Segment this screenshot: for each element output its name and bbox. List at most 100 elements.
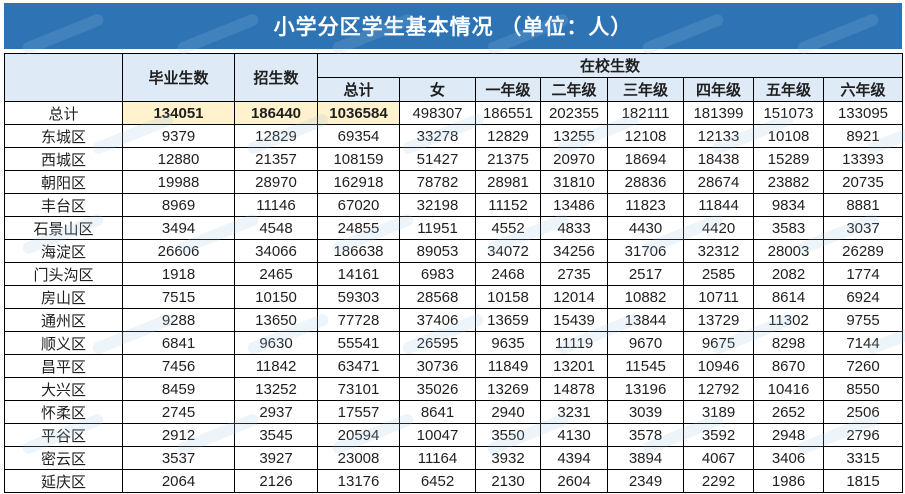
cell: 4394 <box>540 446 608 470</box>
sub-header: 女 <box>399 77 476 102</box>
student-stats-table: 毕业生数 招生数 在校生数 总计女一年级 二年级 三年级 四年级 五年级 六年级 总计 13405… <box>4 53 904 493</box>
cell: 3537 <box>122 446 235 470</box>
cell: 20735 <box>822 170 904 194</box>
cell: 2937 <box>234 400 318 424</box>
cell: 20594 <box>317 423 400 447</box>
cell: 28970 <box>234 170 318 194</box>
table-row: 通州区 9288 13650 77728 37406 13659 15439 13844 137… <box>4 308 904 332</box>
cell: 108159 <box>317 147 400 171</box>
cell: 13650 <box>234 308 318 332</box>
cell: 13269 <box>475 377 541 401</box>
cell: 26595 <box>399 331 476 355</box>
row-label: 昌平区 <box>4 354 123 378</box>
table-row: 石景山区 3494 4548 24855 11951 4552 4833 4430 4420 35… <box>4 216 904 240</box>
cell: 151073 <box>753 101 824 125</box>
cell: 9635 <box>475 331 541 355</box>
cell: 7515 <box>122 285 235 309</box>
table-row: 平谷区 2912 3545 20594 10047 3550 4130 3578 3592 294… <box>4 423 904 447</box>
row-label: 门头沟区 <box>4 262 123 286</box>
cell: 2064 <box>122 469 235 493</box>
table-row: 东城区 9379 12829 69354 33278 12829 13255 12108 121… <box>4 124 904 148</box>
cell: 15439 <box>540 308 608 332</box>
cell: 12829 <box>234 124 318 148</box>
cell: 11152 <box>475 193 541 217</box>
cell: 21357 <box>234 147 318 171</box>
sub-header: 总计 <box>317 77 400 102</box>
cell: 2604 <box>540 469 608 493</box>
cell: 17557 <box>317 400 400 424</box>
row-label: 东城区 <box>4 124 123 148</box>
cell: 23008 <box>317 446 400 470</box>
cell: 3494 <box>122 216 235 240</box>
cell: 6983 <box>399 262 476 286</box>
cell: 9630 <box>234 331 318 355</box>
cell: 12108 <box>607 124 684 148</box>
cell: 11302 <box>753 308 824 332</box>
table-row: 延庆区 2064 2126 13176 6452 2130 2604 2349 2292 1986… <box>4 469 904 493</box>
cell: 202355 <box>540 101 608 125</box>
cell: 6924 <box>822 285 904 309</box>
cell: 11545 <box>607 354 684 378</box>
cell: 1986 <box>753 469 824 493</box>
cell: 12829 <box>475 124 541 148</box>
table-row: 顺义区 6841 9630 55541 26595 9635 11119 9670 9675 82… <box>4 331 904 355</box>
cell: 13659 <box>475 308 541 332</box>
cell: 3550 <box>475 423 541 447</box>
cell: 9675 <box>683 331 754 355</box>
cell: 30736 <box>399 354 476 378</box>
cell: 3578 <box>607 423 684 447</box>
col-header-enrollment: 招生数 <box>234 53 318 102</box>
cell: 4430 <box>607 216 684 240</box>
cell: 8670 <box>753 354 824 378</box>
cell: 26289 <box>822 239 904 263</box>
cell: 6452 <box>399 469 476 493</box>
cell: 2468 <box>475 262 541 286</box>
cell: 2506 <box>822 400 904 424</box>
table-header: 毕业生数 招生数 在校生数 总计女一年级 二年级 三年级 四年级 五年级 六年级 <box>4 53 904 102</box>
cell: 2940 <box>475 400 541 424</box>
cell: 12133 <box>683 124 754 148</box>
cell: 15289 <box>753 147 824 171</box>
cell: 18438 <box>683 147 754 171</box>
cell: 77728 <box>317 308 400 332</box>
cell: 181399 <box>683 101 754 125</box>
cell: 3592 <box>683 423 754 447</box>
cell: 3927 <box>234 446 318 470</box>
col-header-graduates: 毕业生数 <box>122 53 235 102</box>
cell: 28568 <box>399 285 476 309</box>
cell: 9834 <box>753 193 824 217</box>
cell: 28981 <box>475 170 541 194</box>
cell: 186638 <box>317 239 400 263</box>
cell: 34066 <box>234 239 318 263</box>
cell: 11951 <box>399 216 476 240</box>
cell: 8550 <box>822 377 904 401</box>
cell: 13176 <box>317 469 400 493</box>
cell: 12014 <box>540 285 608 309</box>
header-row-grades: 总计女一年级 二年级 三年级 四年级 五年级 六年级 <box>5 77 904 102</box>
cell: 32312 <box>683 239 754 263</box>
table-row: 大兴区 8459 13252 73101 35026 13269 14878 13196 127… <box>4 377 904 401</box>
cell: 8459 <box>122 377 235 401</box>
cell: 19988 <box>122 170 235 194</box>
cell: 162918 <box>317 170 400 194</box>
cell: 18694 <box>607 147 684 171</box>
cell: 1918 <box>122 262 235 286</box>
cell: 2948 <box>753 423 824 447</box>
cell: 8881 <box>822 193 904 217</box>
cell: 1036584 <box>317 101 400 125</box>
cell: 134051 <box>122 101 235 125</box>
cell: 73101 <box>317 377 400 401</box>
cell: 13486 <box>540 193 608 217</box>
cell: 10108 <box>753 124 824 148</box>
sub-header: 四年级 <box>683 77 754 102</box>
cell: 28003 <box>753 239 824 263</box>
cell: 11842 <box>234 354 318 378</box>
cell: 4552 <box>475 216 541 240</box>
cell: 3583 <box>753 216 824 240</box>
cell: 186551 <box>475 101 541 125</box>
cell: 3894 <box>607 446 684 470</box>
table-row: 朝阳区 19988 28970 162918 78782 28981 31810 28836 2… <box>4 170 904 194</box>
cell: 55541 <box>317 331 400 355</box>
cell: 34072 <box>475 239 541 263</box>
